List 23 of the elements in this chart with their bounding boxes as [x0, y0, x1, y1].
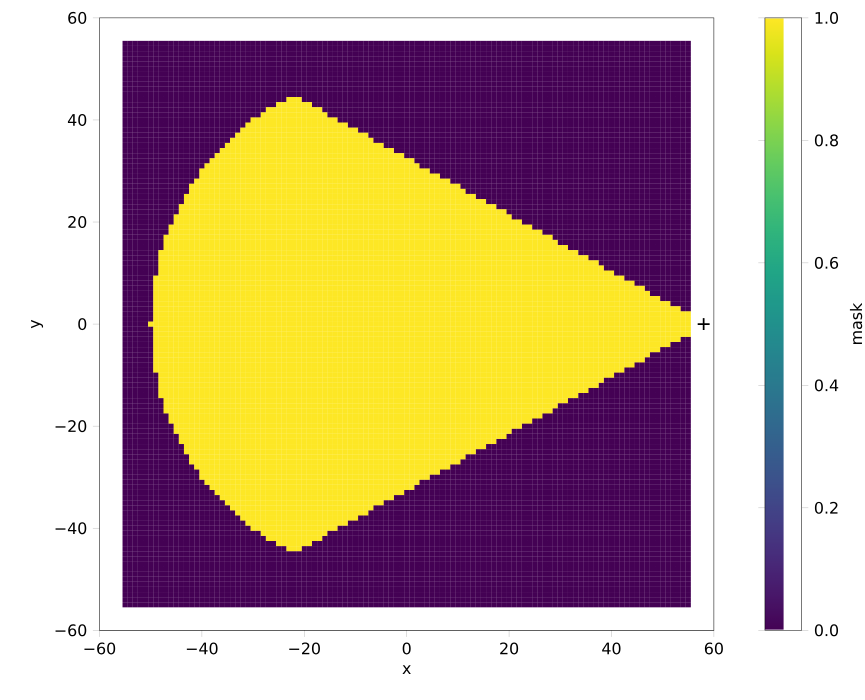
color-bar-label: 0.6: [814, 256, 838, 269]
x-tick-label: −60: [84, 642, 116, 655]
color-bar-label: 0.4: [814, 379, 838, 392]
color-bar-label: 0.2: [814, 502, 838, 514]
y-tick-label: 40: [68, 114, 86, 126]
y-tick-label: −40: [56, 522, 86, 534]
x-tick-label: 0: [402, 642, 411, 655]
x-tick-label: 40: [602, 642, 621, 655]
y-tick-label: 20: [68, 216, 86, 228]
y-tick-label: −20: [56, 420, 86, 432]
x-axis-title: x: [402, 665, 411, 674]
color-bar-label: 0.8: [814, 134, 838, 146]
y-tick-label: −60: [56, 624, 86, 636]
color-bar-label: 1.0: [816, 12, 838, 24]
x-tick-label: 20: [500, 642, 518, 655]
y-tick-label: 60: [68, 12, 86, 24]
color-bar-title: mask: [850, 302, 862, 344]
y-tick-label: 0: [78, 318, 86, 330]
x-tick-label: −20: [289, 642, 320, 655]
x-tick-label: 60: [704, 642, 723, 655]
x-tick-label: −40: [186, 642, 218, 655]
color-bar-label: 0.0: [814, 624, 838, 636]
y-axis-title: y: [31, 320, 44, 328]
